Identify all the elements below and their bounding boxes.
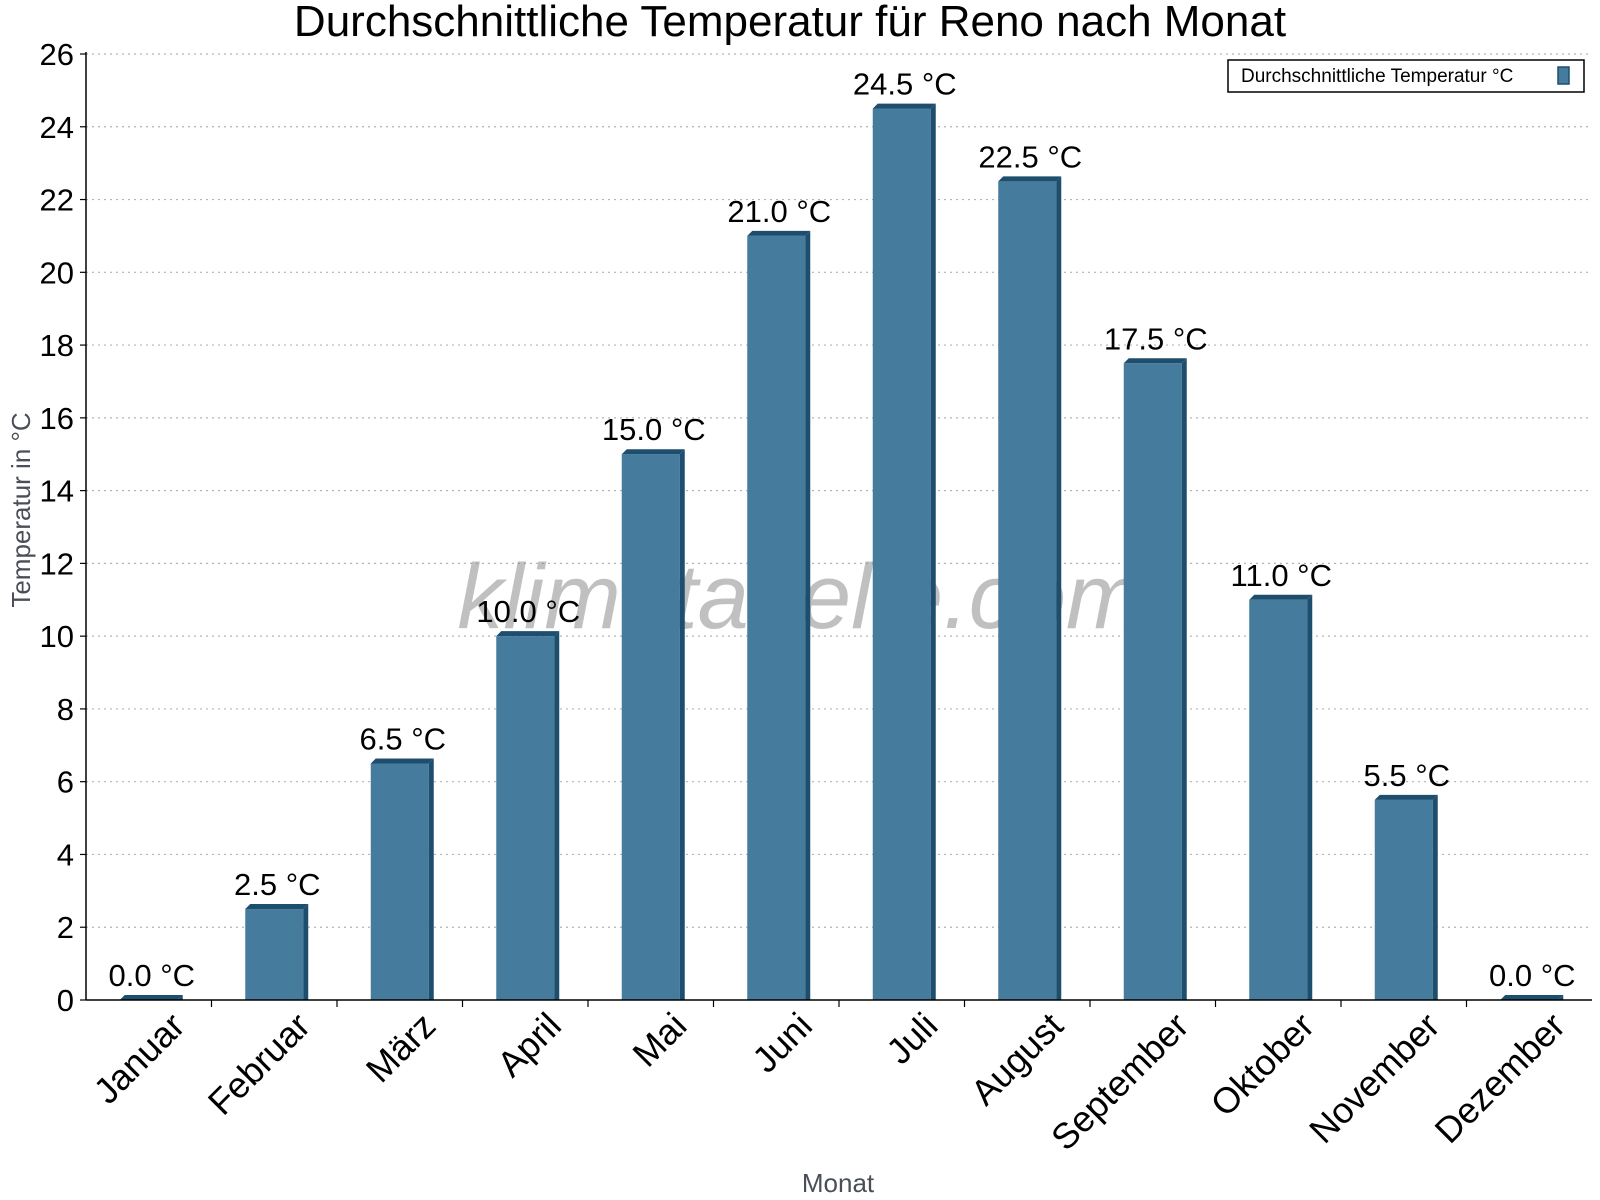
bar-face (496, 636, 555, 1000)
bar-top (1249, 594, 1313, 600)
bars (119, 103, 1564, 1001)
y-tick-label: 20 (40, 255, 74, 290)
bar-top (1500, 995, 1564, 1000)
y-tick-label: 10 (40, 619, 74, 654)
bar-top (872, 103, 936, 109)
data-label: 21.0 °C (727, 194, 831, 229)
bar-face (1123, 363, 1182, 1000)
data-label: 0.0 °C (1489, 958, 1576, 993)
y-axis-title: Temperatur in °C (6, 412, 36, 607)
y-tick-label: 18 (40, 328, 74, 363)
x-tick-label: März (358, 1005, 444, 1091)
bar-side (1181, 358, 1187, 1000)
bar-face (1249, 599, 1308, 1000)
y-tick-label: 12 (40, 546, 74, 581)
data-label: 0.0 °C (109, 958, 196, 993)
bar (621, 449, 685, 1000)
chart-title: Durchschnittliche Temperatur für Reno na… (294, 0, 1286, 46)
legend-label: Durchschnittliche Temperatur °C (1241, 66, 1513, 87)
bar-face (621, 454, 680, 1000)
bar-top (1123, 358, 1187, 364)
bar (1249, 594, 1313, 1000)
bar-side (1432, 794, 1438, 1000)
bar-side (930, 103, 936, 1001)
data-label: 22.5 °C (978, 139, 1082, 174)
bar-side (805, 230, 811, 1000)
bar (1500, 995, 1564, 1000)
axes (80, 52, 1592, 1007)
y-tick-label: 22 (40, 183, 74, 218)
x-tick-label: Dezember (1426, 1005, 1572, 1151)
bar-top (370, 758, 434, 764)
y-tick-label: 0 (57, 983, 74, 1018)
bar-side (1307, 594, 1313, 1000)
bar (1123, 358, 1187, 1000)
data-labels: 0.0 °C 2.5 °C 6.5 °C 10.0 °C 15.0 °C 21.0 °C 2… (109, 67, 1576, 993)
bar-top (747, 230, 811, 236)
data-label: 11.0 °C (1231, 558, 1332, 593)
data-label: 24.5 °C (853, 67, 957, 102)
bar-top (119, 995, 183, 1000)
y-tick-label: 24 (40, 110, 74, 145)
x-tick-label: Oktober (1202, 1005, 1322, 1125)
bar-side (679, 449, 685, 1000)
bar-face (747, 235, 806, 1000)
data-label: 15.0 °C (602, 412, 706, 447)
x-tick-label: August (963, 1005, 1071, 1113)
data-label: 6.5 °C (360, 722, 447, 757)
bar-side (428, 758, 434, 1000)
bar-side (554, 631, 560, 1000)
bar-side (303, 904, 309, 1000)
bar-top (496, 631, 560, 637)
bar (998, 176, 1062, 1000)
x-tick-labels: Januar Februar März April Mai Juni Juli AugustS… (86, 1005, 1573, 1159)
data-label: 2.5 °C (234, 867, 321, 902)
bar-top (998, 176, 1062, 182)
y-tick-label: 14 (40, 474, 74, 509)
y-tick-label: 2 (57, 910, 74, 945)
x-tick-label: Mai (624, 1005, 694, 1075)
y-tick-label: 16 (40, 401, 74, 436)
x-tick-label: April (489, 1005, 569, 1085)
bar-face (370, 763, 429, 1000)
x-tick-label: September (1043, 1005, 1197, 1159)
bar-face (1374, 799, 1433, 1000)
bar-top (245, 904, 309, 910)
x-tick-label: Juni (744, 1005, 820, 1081)
bar-face (872, 108, 931, 1001)
y-tick-label: 26 (40, 37, 74, 72)
x-tick-label: Januar (86, 1005, 193, 1112)
legend-swatch (1557, 66, 1570, 85)
legend-box (1227, 59, 1585, 93)
bar (872, 103, 936, 1001)
bar-face (998, 181, 1057, 1000)
bar (370, 758, 434, 1000)
bar-face (245, 909, 304, 1000)
x-tick-label: November (1301, 1005, 1447, 1151)
y-tick-label: 6 (57, 765, 74, 800)
x-tick-label: Juli (878, 1005, 945, 1072)
legend: Durchschnittliche Temperatur °C (1227, 59, 1585, 93)
x-tick-label: Februar (200, 1005, 318, 1123)
bar (1374, 794, 1438, 1000)
data-label: 5.5 °C (1364, 758, 1451, 793)
bar-top (621, 449, 685, 455)
x-axis-title: Monat (802, 1168, 875, 1198)
data-label: 10.0 °C (476, 594, 580, 629)
y-tick-label: 4 (57, 837, 74, 872)
bar-top (1374, 794, 1438, 800)
bar-side (1056, 176, 1062, 1000)
bar (119, 995, 183, 1000)
bar (747, 230, 811, 1000)
y-tick-label: 8 (57, 692, 74, 727)
bar (496, 631, 560, 1000)
bar (245, 904, 309, 1000)
gridlines (86, 53, 1592, 928)
data-label: 17.5 °C (1104, 321, 1208, 356)
